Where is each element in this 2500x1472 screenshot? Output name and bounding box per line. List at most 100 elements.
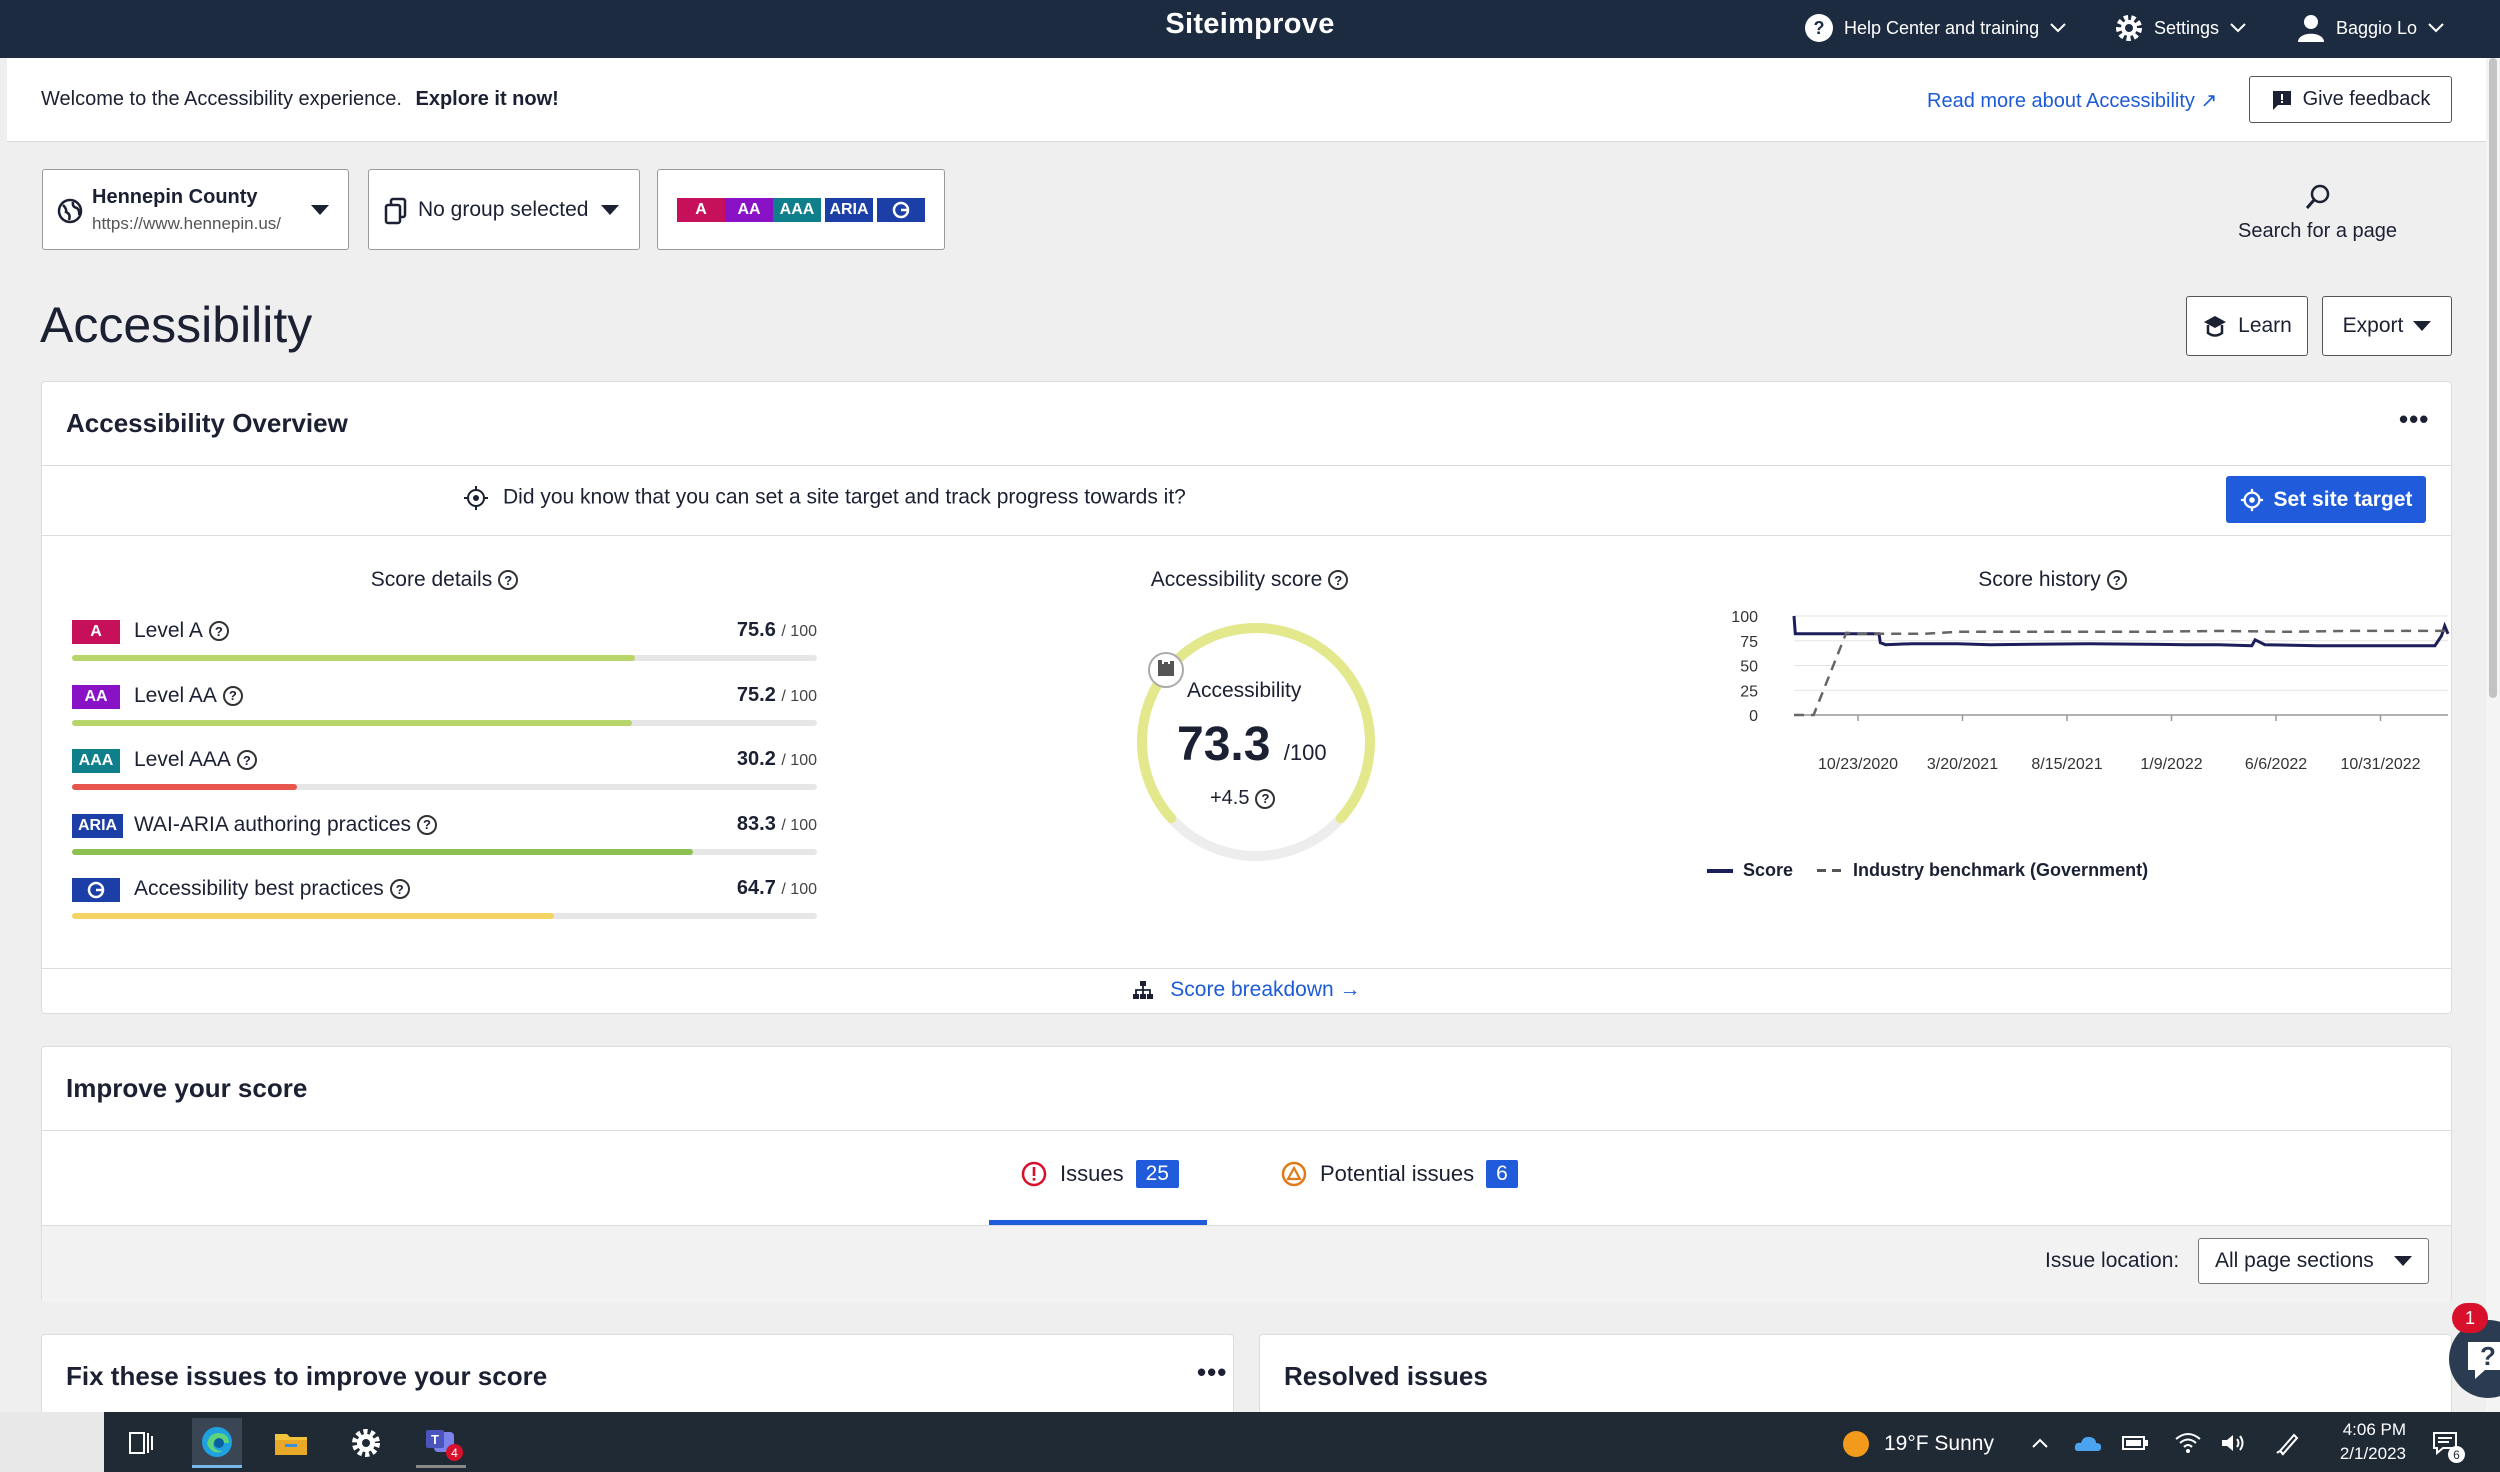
site-selector[interactable]: Hennepin County https://www.hennepin.us/ [42, 169, 349, 250]
legend-solid-line-icon [1707, 868, 1733, 873]
group-selector[interactable]: No group selected [368, 169, 640, 250]
caret-down-icon [601, 205, 619, 215]
help-question-icon[interactable]: ? [208, 621, 229, 642]
settings-app-icon[interactable] [341, 1418, 391, 1468]
accessibility-score-heading: Accessibility score? [847, 568, 1652, 592]
help-question-icon[interactable]: ? [2106, 570, 2127, 591]
y-tick-label: 100 [1731, 609, 1758, 626]
help-question-icon[interactable]: ? [417, 814, 437, 835]
teams-app-icon[interactable]: T 4 [416, 1418, 466, 1468]
y-tick-label: 75 [1740, 634, 1758, 651]
help-question-icon[interactable]: ? [222, 685, 243, 706]
help-question-icon[interactable]: ? [1255, 788, 1276, 809]
weather-widget[interactable]: 19°F Sunny [1840, 1428, 1994, 1460]
best-practices-icon [87, 881, 105, 899]
score-bar-track [72, 784, 817, 790]
sun-icon [1843, 1431, 1869, 1457]
help-icon: ? [1805, 14, 1833, 42]
hierarchy-icon [1133, 981, 1154, 1000]
score-breakdown-label: Score breakdown → [1170, 978, 1361, 1001]
help-question-icon[interactable]: ? [236, 750, 257, 771]
level-score-value: 75.2 [736, 683, 776, 706]
level-name: Level A? [134, 619, 229, 643]
x-tick-label: 10/23/2020 [1818, 756, 1898, 773]
fix-issues-title: Fix these issues to improve your score [66, 1361, 548, 1391]
level-score-value: 30.2 [736, 748, 776, 770]
scrollbar-thumb[interactable] [2489, 58, 2497, 698]
onedrive-icon[interactable] [2063, 1418, 2113, 1468]
learn-button[interactable]: Learn [2186, 296, 2308, 356]
group-label: No group selected [418, 198, 589, 221]
give-feedback-button[interactable]: Give feedback [2249, 76, 2452, 123]
caret-down-icon [2413, 321, 2432, 331]
level-score-value: 83.3 [736, 812, 776, 835]
site-url: https://www.hennepin.us/ [92, 214, 282, 233]
search-page-button[interactable]: Search for a page [2230, 182, 2405, 243]
accessibility-score-gauge [1137, 623, 1375, 861]
tab-potential-issues[interactable]: Potential issues 6 [1280, 1160, 1518, 1188]
score-bar-track [72, 848, 817, 855]
help-question-icon[interactable]: ? [498, 570, 519, 591]
clock-date: 2/1/2023 [2339, 1444, 2406, 1463]
level-name-text: Level AAA [134, 748, 231, 771]
tab-issues-label: Issues [1060, 1161, 1124, 1186]
help-notification-badge: 1 [2452, 1303, 2488, 1333]
chevron-up-icon[interactable] [2015, 1418, 2065, 1468]
legend-score: Score [1707, 860, 1793, 881]
user-menu[interactable]: Baggio Lo [2296, 13, 2445, 43]
clock[interactable]: 4:06 PM 2/1/2023 [2318, 1418, 2406, 1466]
welcome-banner: Welcome to the Accessibility experience.… [7, 58, 2493, 142]
gauge-score-change: +4.5? [1210, 787, 1276, 810]
task-view-icon[interactable] [116, 1418, 166, 1468]
explore-link[interactable]: Explore it now! [415, 88, 559, 110]
volume-icon[interactable] [2208, 1418, 2258, 1468]
battery-icon[interactable] [2110, 1418, 2160, 1468]
score-bar-track [72, 655, 817, 661]
gauge-change-value: +4.5 [1210, 787, 1250, 809]
level-score: 75.2 / 100 [737, 684, 817, 707]
level-score: 64.7 / 100 [737, 877, 817, 900]
issues-count-badge: 25 [1135, 1160, 1179, 1188]
file-explorer-icon[interactable] [266, 1418, 316, 1468]
page-scrollbar[interactable] [2486, 58, 2500, 1414]
tab-issues[interactable]: Issues 25 [1020, 1160, 1179, 1188]
chart-badge-icon [1148, 652, 1184, 688]
level-badge: AA [72, 684, 120, 709]
score-row: A Level A? 75.6 / 100 [72, 617, 817, 677]
gear-icon [2116, 15, 2142, 41]
pen-icon[interactable] [2263, 1418, 2313, 1468]
globe-icon [57, 198, 83, 224]
wifi-icon[interactable] [2163, 1418, 2213, 1468]
level-name-text: Level A [134, 619, 203, 642]
x-tick-label: 3/20/2021 [1927, 756, 1998, 773]
issue-filter-bar: Issue location: All page sections [42, 1225, 2451, 1302]
settings-menu[interactable]: Settings [2114, 13, 2247, 43]
improve-title: Improve your score [66, 1073, 308, 1103]
export-button[interactable]: Export [2322, 296, 2452, 356]
help-center-menu[interactable]: ? Help Center and training [1804, 13, 2067, 43]
set-site-target-button[interactable]: Set site target [2226, 476, 2426, 523]
potential-count-badge: 6 [1486, 1160, 1518, 1188]
edge-browser-icon[interactable] [192, 1418, 242, 1468]
score-breakdown-link[interactable]: Score breakdown → [42, 978, 2451, 1002]
conformance-level-selector[interactable]: A AA AAA ARIA [657, 169, 945, 250]
give-feedback-label: Give feedback [2302, 88, 2431, 110]
help-question-icon[interactable]: ? [1328, 570, 1349, 591]
more-options-button[interactable]: ••• [1197, 1357, 1228, 1387]
start-search-area[interactable] [0, 1412, 104, 1472]
score-row: AA Level AA? 75.2 / 100 [72, 682, 817, 742]
learn-label: Learn [2238, 314, 2292, 337]
weather-text: 19°F Sunny [1884, 1432, 1994, 1455]
clock-time: 4:06 PM [2342, 1420, 2406, 1439]
chat-question-icon: ? [2468, 1341, 2500, 1379]
more-options-button[interactable]: ••• [2399, 404, 2430, 434]
issue-location-select[interactable]: All page sections [2198, 1238, 2429, 1284]
legend-benchmark: Industry benchmark (Government) [1817, 860, 2148, 881]
notifications-icon[interactable]: 6 [2420, 1418, 2470, 1468]
score-bar-track [72, 913, 817, 919]
page-title: Accessibility [40, 297, 313, 353]
help-question-icon[interactable]: ? [389, 879, 410, 900]
read-more-link[interactable]: Read more about Accessibility ↗ [1927, 90, 2218, 112]
level-score: 75.6 / 100 [737, 619, 817, 642]
divider [42, 465, 2451, 466]
